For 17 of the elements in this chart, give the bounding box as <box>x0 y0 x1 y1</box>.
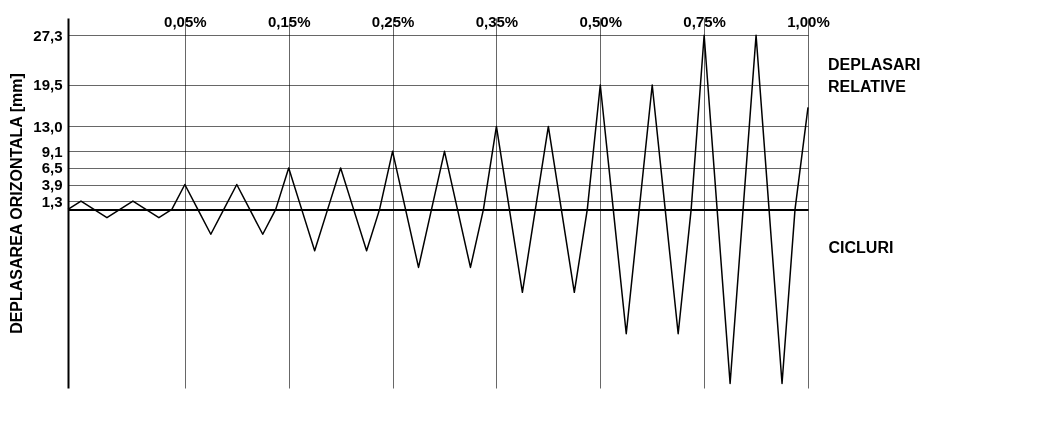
x-axis-title: CICLURI <box>828 238 894 256</box>
x-tick-label: 0,15% <box>267 12 311 30</box>
x-tick-label: 0,35% <box>475 12 519 30</box>
y-axis-title: DEPLASAREA ORIZONTALA [mm] <box>8 73 26 334</box>
y-tick-label: 9,1 <box>41 142 63 160</box>
x-tick-label: 0,75% <box>683 12 726 30</box>
y-tick-label: 1,3 <box>41 192 63 210</box>
y-tick-label: 27,3 <box>33 26 63 44</box>
y-tick-label: 19,5 <box>33 76 63 94</box>
y-tick-label: 13,0 <box>33 117 63 135</box>
x-tick-label: 1,00% <box>787 12 830 30</box>
text: DEPLASARI RELATIVE <box>828 56 921 96</box>
y-tick-label: 6,5 <box>41 159 63 177</box>
y-tick-label: 3,9 <box>41 176 63 193</box>
x-tick-label: 0,50% <box>579 12 623 30</box>
x-tick-label: 0,05% <box>164 12 207 30</box>
x-tick-label: 0,25% <box>371 12 415 30</box>
